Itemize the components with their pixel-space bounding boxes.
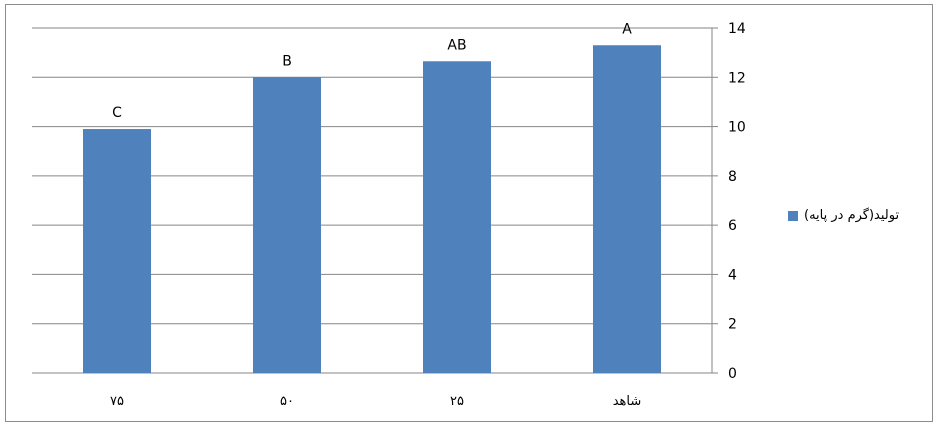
legend: تولید(گرم در پایه) <box>788 208 899 223</box>
bar <box>593 45 661 373</box>
x-category-label: ۵۰ <box>280 394 294 409</box>
x-category-label: شاهد <box>613 394 642 409</box>
bar <box>83 129 151 373</box>
data-label: B <box>282 53 292 69</box>
bar <box>423 61 491 374</box>
legend-swatch <box>788 210 798 221</box>
data-label: A <box>622 21 632 37</box>
data-label: AB <box>447 37 466 53</box>
y-tick-label: 6 <box>728 218 737 234</box>
y-tick-label: 8 <box>728 169 737 185</box>
legend-label: تولید(گرم در پایه) <box>804 208 900 223</box>
y-tick-label: 2 <box>728 317 737 333</box>
data-label: C <box>112 105 122 121</box>
x-category-label: ۲۵ <box>450 394 464 409</box>
x-category-label: ۷۵ <box>110 394 124 409</box>
y-tick-label: 10 <box>728 120 746 136</box>
y-tick-label: 14 <box>728 21 746 37</box>
y-tick-label: 12 <box>728 70 746 86</box>
y-tick-label: 4 <box>728 267 737 283</box>
bar <box>253 77 321 374</box>
y-tick-label: 0 <box>728 366 737 382</box>
